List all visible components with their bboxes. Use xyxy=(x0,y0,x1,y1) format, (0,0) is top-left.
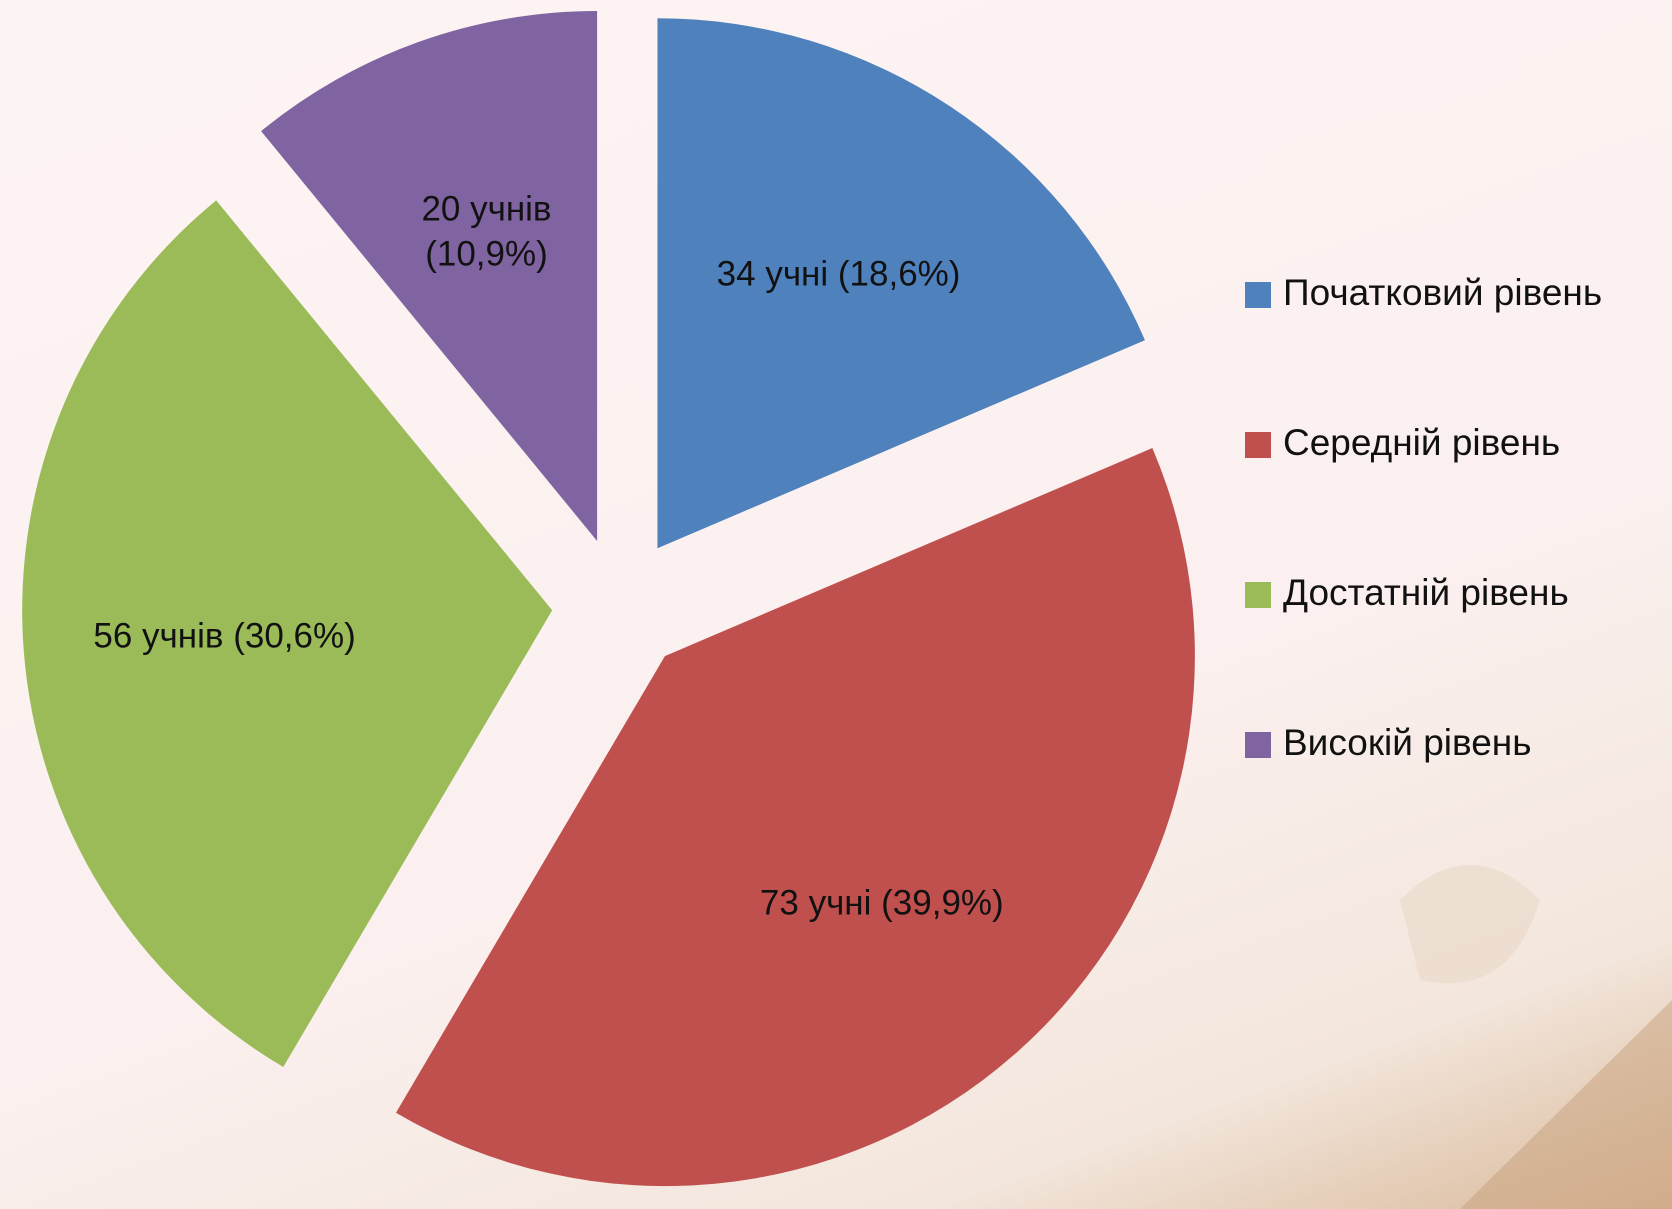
data-label: 20 учнів (10,9%) xyxy=(396,186,576,277)
pie-slice xyxy=(396,448,1195,1186)
data-label: 73 учні (39,9%) xyxy=(760,880,1004,926)
legend-swatch xyxy=(1245,432,1271,458)
legend-text: Достатній рівень xyxy=(1283,572,1569,613)
page: Початковий рівень Середній рівень Достатні… xyxy=(0,0,1672,1209)
legend-swatch xyxy=(1245,732,1271,758)
legend-swatch xyxy=(1245,582,1271,608)
legend-text: Початковий рівень xyxy=(1283,272,1602,313)
legend-text: Середній рівень xyxy=(1283,422,1560,463)
chart: Початковий рівень Середній рівень Достатні… xyxy=(0,0,1672,1209)
decoration xyxy=(1400,865,1540,983)
legend-swatch xyxy=(1245,282,1271,308)
legend-text: Високій рівень xyxy=(1283,722,1532,763)
decoration xyxy=(1460,1000,1672,1209)
data-label: 56 учнів (30,6%) xyxy=(93,613,355,659)
data-label: 34 учні (18,6%) xyxy=(717,251,961,297)
